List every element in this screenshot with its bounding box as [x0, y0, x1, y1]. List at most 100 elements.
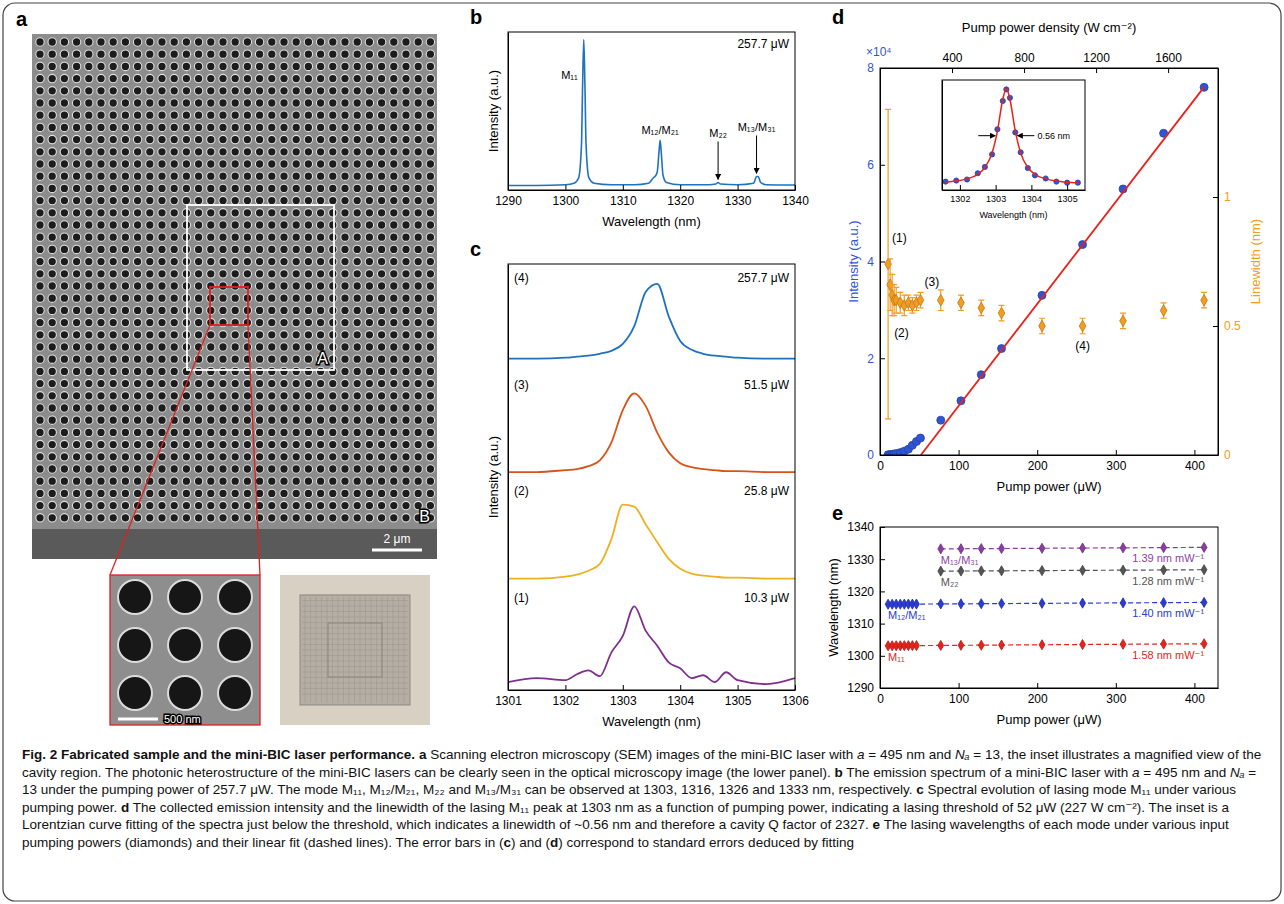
- hole: [304, 38, 312, 46]
- hole: [158, 428, 166, 436]
- hole: [292, 514, 300, 522]
- tick-label: 200: [1028, 459, 1048, 473]
- panel-letter: e: [832, 502, 843, 524]
- hole: [426, 38, 434, 46]
- hole: [231, 184, 239, 192]
- hole: [365, 489, 373, 497]
- hole: [72, 209, 80, 217]
- hole: [60, 404, 68, 412]
- hole: [146, 355, 154, 363]
- hole: [341, 392, 349, 400]
- optical-line: [376, 597, 377, 703]
- hole: [121, 99, 129, 107]
- hole: [243, 331, 251, 339]
- hole: [353, 465, 361, 473]
- hole: [316, 270, 324, 278]
- hole: [353, 489, 361, 497]
- hole: [48, 123, 56, 131]
- hole: [231, 343, 239, 351]
- series: [921, 87, 1204, 455]
- tick: 300: [1106, 683, 1126, 706]
- hole: [280, 477, 288, 485]
- hole: [133, 148, 141, 156]
- hole: [85, 331, 93, 339]
- hole: [268, 392, 276, 400]
- hole: [170, 477, 178, 485]
- hole: [170, 245, 178, 253]
- panel-b: b 129013001310132013301340 Wavelength (nm)…: [470, 6, 809, 229]
- hole: [426, 172, 434, 180]
- hole: [158, 294, 166, 302]
- hole: [304, 404, 312, 412]
- hole: [377, 160, 385, 168]
- hole: [292, 135, 300, 143]
- hole: [243, 440, 251, 448]
- hole: [341, 282, 349, 290]
- series: [946, 88, 1078, 183]
- hole: [353, 282, 361, 290]
- hole: [292, 221, 300, 229]
- hole: [85, 440, 93, 448]
- hole: [292, 282, 300, 290]
- hole: [353, 209, 361, 217]
- hole: [243, 404, 251, 412]
- hole: [341, 367, 349, 375]
- hole: [255, 428, 263, 436]
- hole: [365, 514, 373, 522]
- hole: [121, 184, 129, 192]
- hole: [341, 294, 349, 302]
- hole: [414, 209, 422, 217]
- hole: [60, 221, 68, 229]
- hole: [97, 477, 105, 485]
- hole: [377, 135, 385, 143]
- hole: [36, 111, 44, 119]
- hole: [60, 74, 68, 82]
- hole: [109, 501, 117, 509]
- hole: [85, 196, 93, 204]
- x2-axis: 40080012001600: [881, 51, 1219, 73]
- hole: [121, 318, 129, 326]
- hole: [219, 453, 227, 461]
- hole: [109, 160, 117, 168]
- hole: [231, 367, 239, 375]
- hole: [329, 99, 337, 107]
- hole: [255, 135, 263, 143]
- hole: [426, 367, 434, 375]
- hole: [316, 74, 324, 82]
- hole: [48, 392, 56, 400]
- hole: [402, 270, 410, 278]
- hole: [48, 135, 56, 143]
- tick-mark: [565, 685, 566, 690]
- hole: [353, 453, 361, 461]
- hole: [158, 233, 166, 241]
- hole: [219, 416, 227, 424]
- hole: [219, 367, 227, 375]
- x-axis: 129013001310132013301340: [495, 185, 809, 208]
- hole: [85, 257, 93, 265]
- x-axis-title: Wavelength (nm): [602, 214, 701, 229]
- hole: [85, 62, 93, 70]
- hole: [36, 99, 44, 107]
- panel-letter: b: [470, 6, 482, 28]
- hole: [170, 196, 178, 204]
- mode-arrow: [756, 135, 757, 173]
- hole: [194, 148, 202, 156]
- hole: [280, 294, 288, 302]
- hole: [97, 257, 105, 265]
- tick: 100: [949, 683, 969, 706]
- hole: [109, 392, 117, 400]
- hole: [365, 355, 373, 363]
- hole: [219, 270, 227, 278]
- data-point: [938, 599, 944, 609]
- hole: [219, 87, 227, 95]
- hole: [316, 404, 324, 412]
- hole: [109, 111, 117, 119]
- hole: [36, 306, 44, 314]
- hole: [329, 355, 337, 363]
- hole: [402, 367, 410, 375]
- hole: [133, 465, 141, 473]
- hole: [377, 87, 385, 95]
- optical-cavity: [328, 623, 382, 677]
- series-tag: (4): [514, 271, 529, 285]
- hole: [280, 123, 288, 131]
